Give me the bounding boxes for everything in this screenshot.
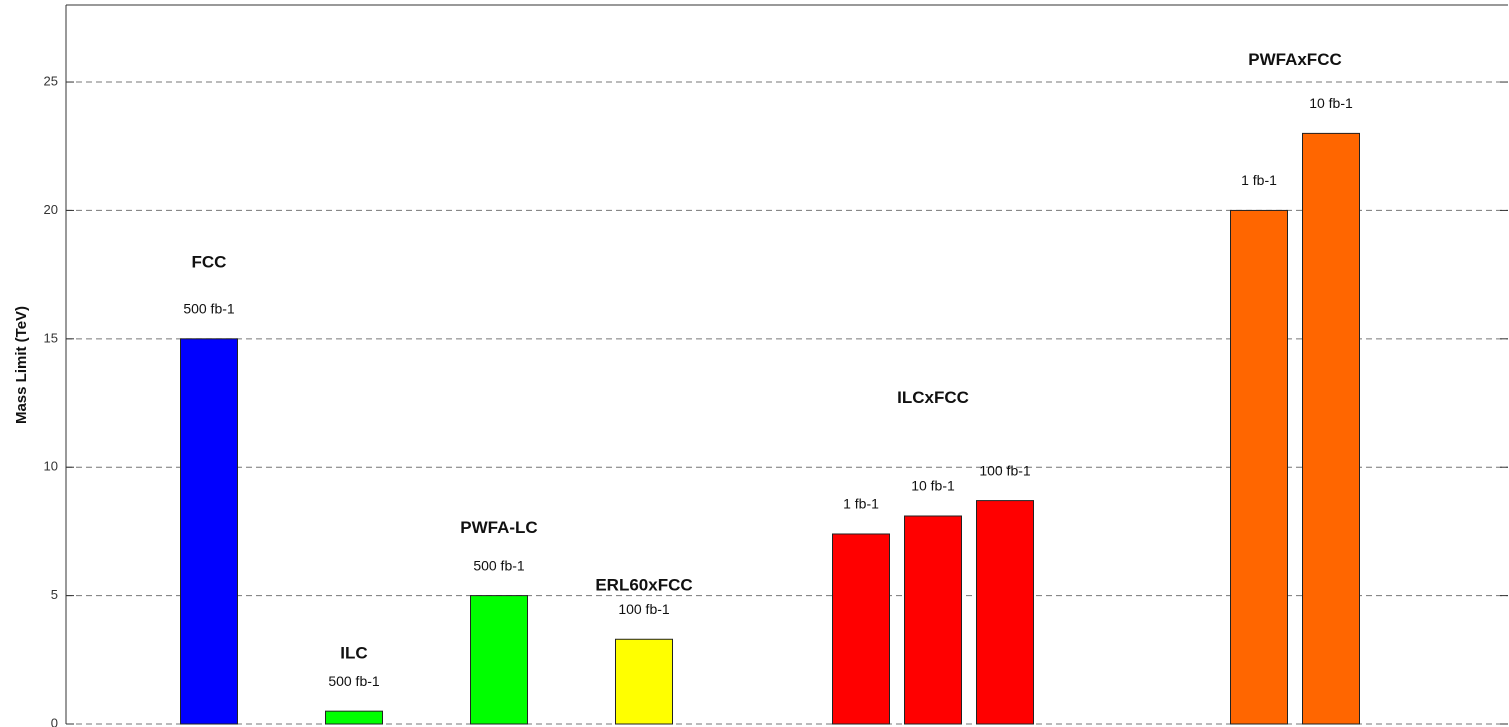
bar-label: 500 fb-1 [183, 301, 235, 317]
y-tick-label: 25 [44, 73, 58, 88]
bar [1302, 132, 1360, 725]
group-label: FCC [192, 252, 227, 271]
bar-label: 100 fb-1 [618, 601, 670, 617]
bar-label: 100 fb-1 [979, 462, 1031, 478]
bar [976, 500, 1034, 725]
group-label: ILC [340, 644, 367, 663]
bar-label: 500 fb-1 [473, 557, 525, 573]
group-label: PWFA-LC [460, 518, 537, 537]
group-label: PWFAxFCC [1248, 50, 1342, 69]
bar [325, 710, 383, 725]
bar-label: 10 fb-1 [911, 478, 955, 494]
bar-label: 1 fb-1 [843, 496, 879, 512]
bar [470, 595, 528, 725]
y-tick-label: 20 [44, 202, 58, 217]
group-label: ILCxFCC [897, 388, 969, 407]
y-tick-label: 0 [51, 715, 58, 727]
bar [1230, 209, 1288, 725]
bar [904, 515, 962, 725]
bar-label: 1 fb-1 [1241, 172, 1277, 188]
group-label: ERL60xFCC [595, 576, 692, 595]
y-tick-label: 10 [44, 459, 58, 474]
bar-label: 10 fb-1 [1309, 95, 1353, 111]
y-tick-label: 5 [51, 587, 58, 602]
bar [832, 533, 890, 725]
y-axis-label: Mass Limit (TeV) [13, 306, 30, 424]
bar [615, 638, 673, 725]
bar [180, 338, 238, 725]
y-tick-label: 15 [44, 330, 58, 345]
bar-label: 500 fb-1 [328, 673, 380, 689]
